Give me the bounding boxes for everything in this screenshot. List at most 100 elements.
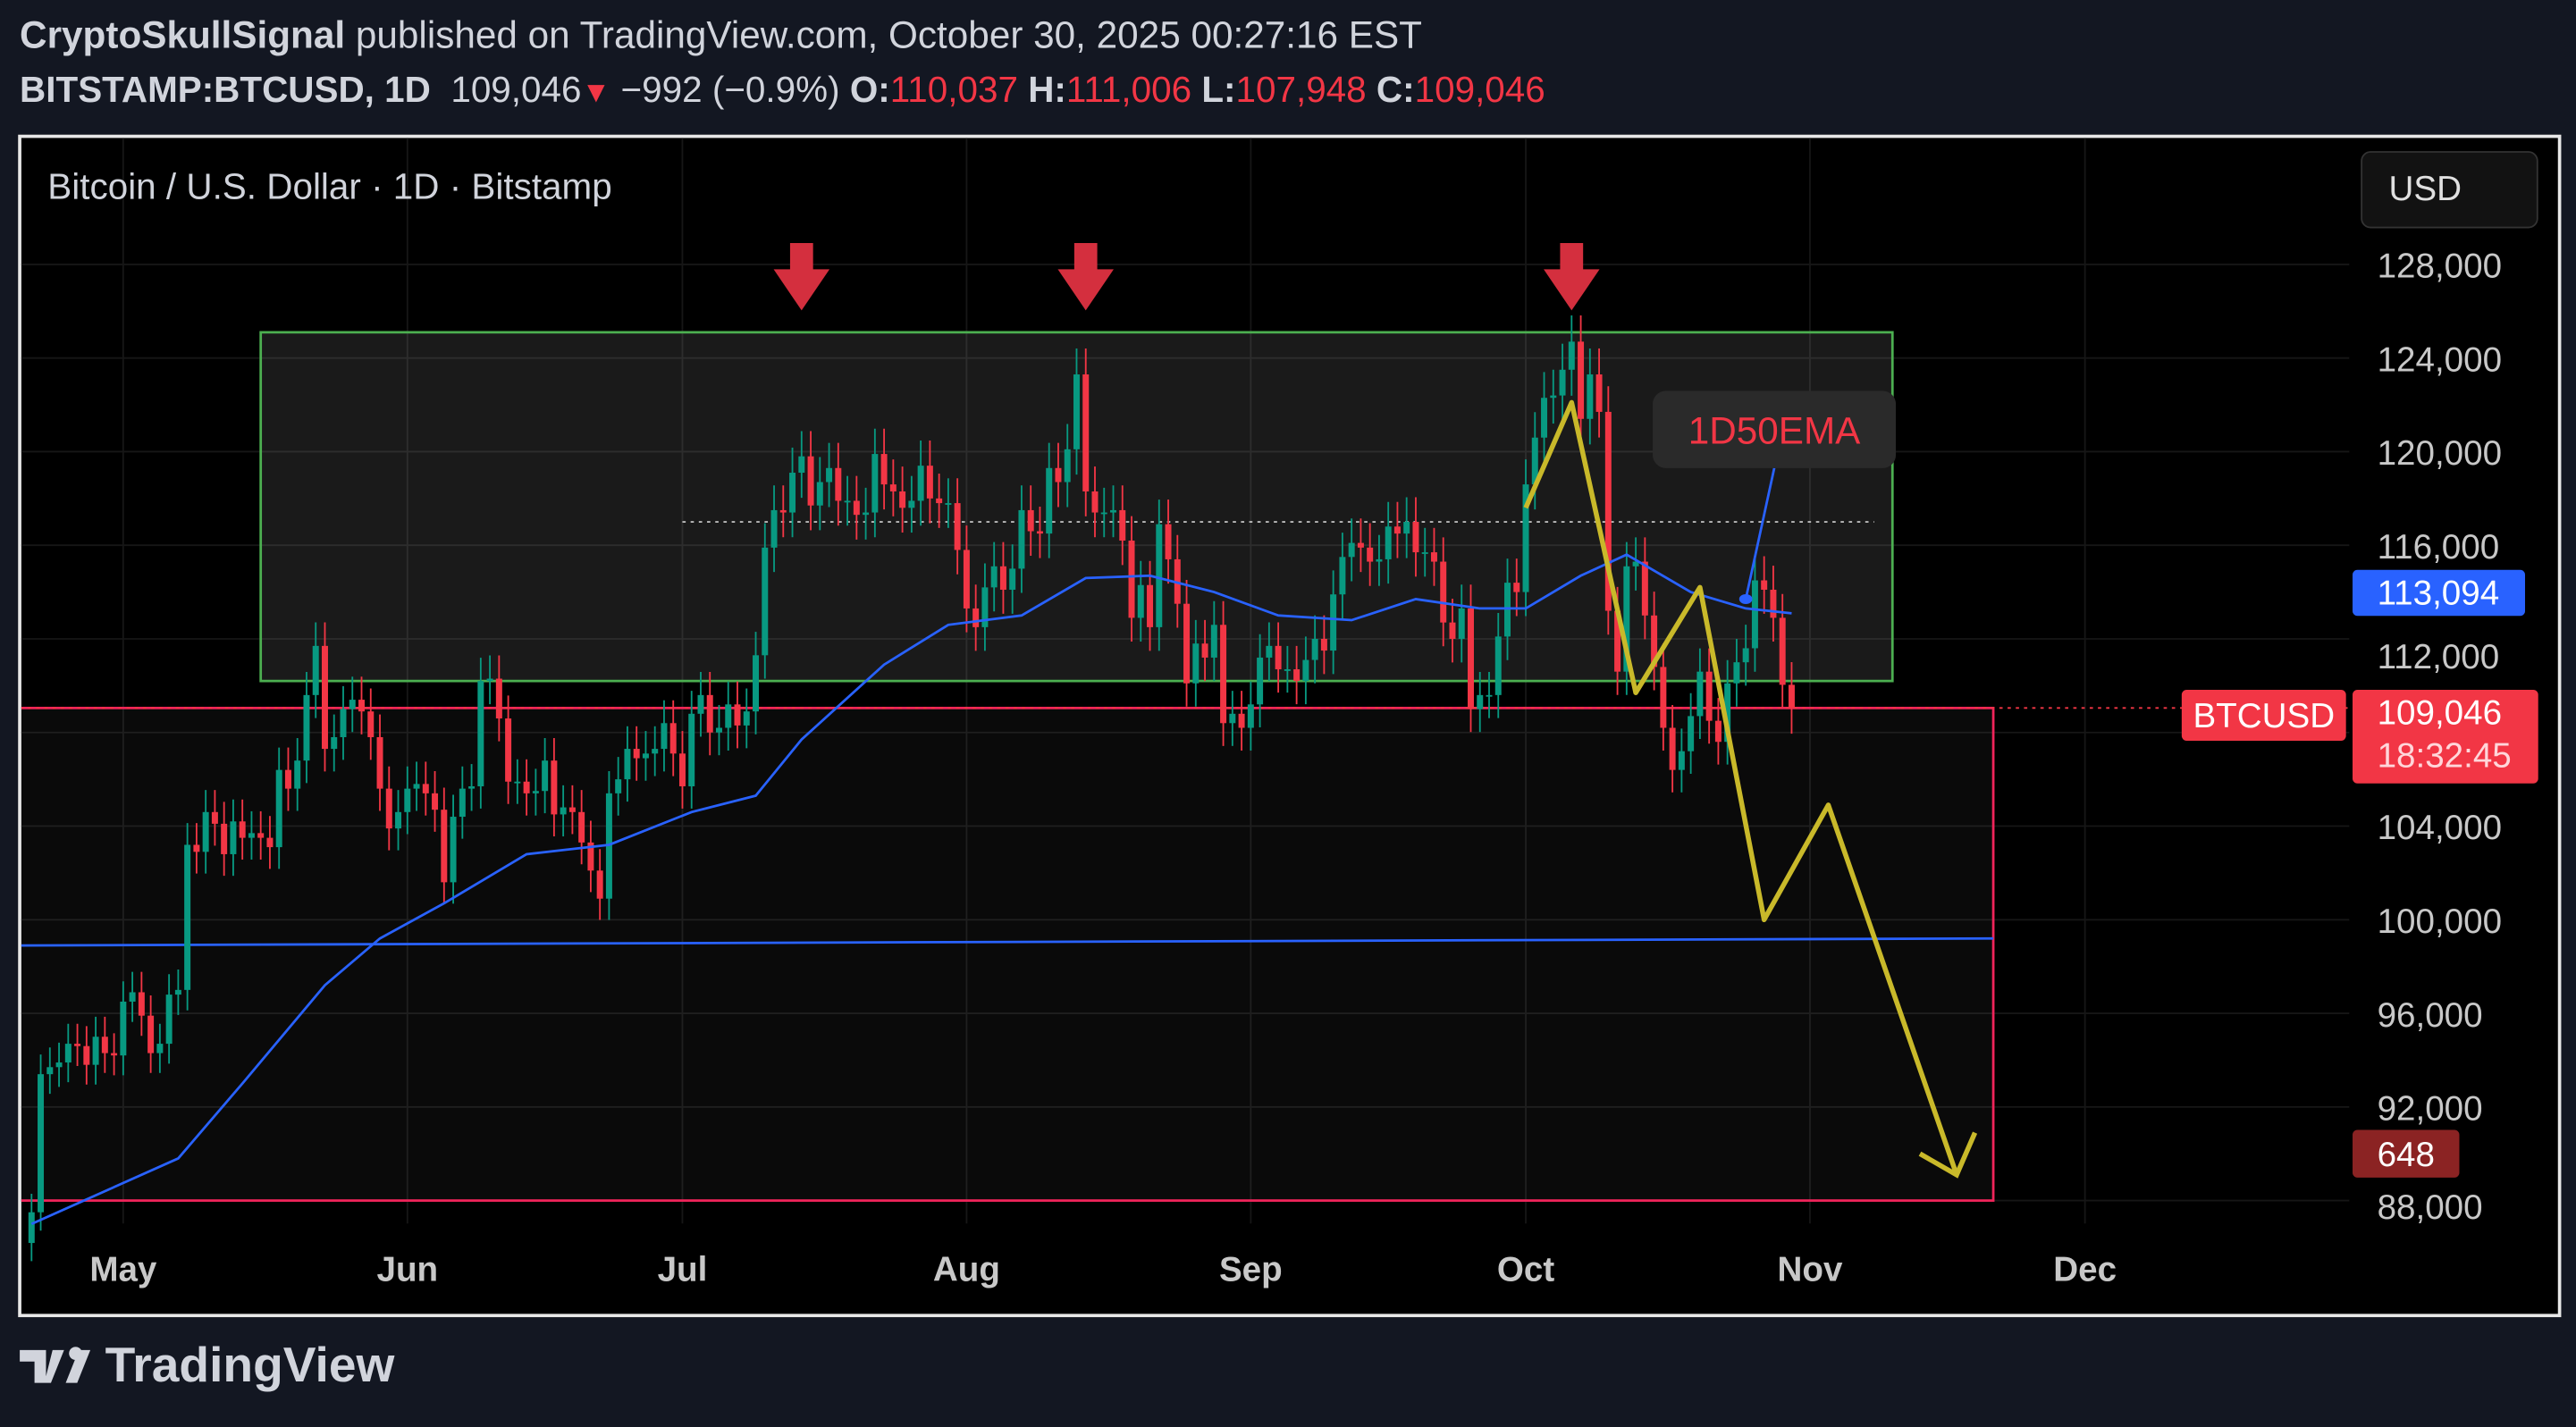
candle[interactable] — [1531, 412, 1538, 510]
candle[interactable] — [55, 1042, 63, 1087]
candle[interactable] — [1201, 619, 1208, 682]
candle[interactable] — [284, 747, 291, 811]
candle[interactable] — [1110, 485, 1116, 538]
candle[interactable] — [1550, 369, 1557, 424]
candle[interactable] — [1036, 507, 1043, 558]
candle[interactable] — [239, 799, 246, 860]
candle[interactable] — [779, 485, 787, 538]
candle[interactable] — [1257, 634, 1264, 728]
candle[interactable] — [1229, 691, 1236, 746]
candle[interactable] — [789, 447, 796, 538]
candle[interactable] — [816, 457, 823, 531]
ema-label-box[interactable] — [1653, 390, 1897, 468]
candle[interactable] — [147, 995, 155, 1073]
candle[interactable] — [587, 820, 594, 893]
candle[interactable] — [358, 676, 365, 734]
candle[interactable] — [1247, 681, 1254, 751]
candle[interactable] — [1339, 533, 1346, 619]
candle[interactable] — [661, 700, 668, 772]
candle[interactable] — [275, 747, 282, 869]
candle[interactable] — [257, 810, 265, 860]
candle[interactable] — [725, 681, 732, 751]
candle[interactable] — [129, 971, 136, 1022]
candle[interactable] — [542, 738, 549, 814]
candle[interactable] — [1100, 487, 1107, 538]
candle[interactable] — [1449, 599, 1456, 663]
candle[interactable] — [999, 541, 1006, 614]
candle[interactable] — [880, 428, 888, 510]
candle[interactable] — [835, 442, 842, 526]
candle[interactable] — [1761, 556, 1768, 614]
candle[interactable] — [477, 658, 484, 809]
candle[interactable] — [963, 525, 970, 633]
candle[interactable] — [1192, 619, 1200, 707]
ema-label-anchor-dot[interactable] — [1738, 593, 1753, 604]
candle[interactable] — [230, 799, 237, 877]
candle[interactable] — [138, 971, 145, 1037]
candle[interactable] — [1440, 537, 1447, 647]
candle[interactable] — [156, 1023, 164, 1073]
candle[interactable] — [1311, 615, 1318, 684]
candle[interactable] — [422, 761, 429, 816]
candle[interactable] — [1357, 518, 1364, 573]
candle[interactable] — [404, 766, 411, 835]
candle[interactable] — [92, 1016, 99, 1085]
candle[interactable] — [1220, 600, 1227, 746]
currency-button[interactable]: USD — [2361, 151, 2538, 229]
candle[interactable] — [441, 787, 448, 904]
candle[interactable] — [826, 442, 833, 508]
candle[interactable] — [1641, 537, 1648, 640]
candle[interactable] — [1302, 636, 1309, 705]
candle[interactable] — [954, 478, 961, 575]
candle[interactable] — [1055, 442, 1062, 508]
candle[interactable] — [1733, 639, 1740, 707]
candle[interactable] — [1421, 527, 1428, 577]
candle[interactable] — [652, 726, 659, 776]
candle[interactable] — [1266, 622, 1273, 682]
candle[interactable] — [1082, 348, 1090, 516]
candle[interactable] — [1367, 523, 1374, 586]
candle[interactable] — [1385, 501, 1392, 584]
candle[interactable] — [1559, 343, 1566, 422]
candle[interactable] — [101, 1016, 108, 1073]
candle[interactable] — [669, 700, 677, 776]
candle[interactable] — [174, 969, 181, 1015]
candle[interactable] — [1724, 659, 1731, 765]
candle[interactable] — [294, 738, 301, 811]
candle[interactable] — [1568, 315, 1575, 396]
candle[interactable] — [678, 731, 686, 809]
candle[interactable] — [1705, 648, 1713, 744]
candle[interactable] — [578, 790, 585, 865]
candle[interactable] — [1137, 560, 1144, 642]
candle[interactable] — [753, 632, 760, 734]
candle[interactable] — [972, 584, 980, 651]
candle[interactable] — [1018, 485, 1025, 593]
candle[interactable] — [1284, 645, 1291, 693]
candle[interactable] — [1714, 698, 1722, 765]
candle[interactable] — [1165, 499, 1172, 584]
candle[interactable] — [1669, 705, 1676, 793]
candle[interactable] — [1486, 672, 1493, 718]
candle[interactable] — [340, 685, 347, 760]
candle[interactable] — [1376, 534, 1383, 586]
candle[interactable] — [889, 459, 897, 516]
candle[interactable] — [38, 1054, 45, 1231]
candle[interactable] — [120, 981, 127, 1076]
candle[interactable] — [1183, 579, 1191, 707]
candle[interactable] — [523, 759, 530, 816]
candle[interactable] — [853, 475, 860, 540]
candle[interactable] — [798, 431, 805, 499]
candle[interactable] — [1073, 348, 1080, 475]
candle[interactable] — [1275, 622, 1282, 693]
candle[interactable] — [486, 655, 493, 705]
candle[interactable] — [568, 785, 576, 835]
candle[interactable] — [807, 431, 814, 531]
candle[interactable] — [917, 441, 924, 526]
candle[interactable] — [716, 705, 722, 756]
candle[interactable] — [1742, 625, 1749, 686]
candle[interactable] — [1119, 485, 1126, 566]
price-chart[interactable]: 1D50EMA 128,000 124,000 120,000 116,000 112,0… — [18, 135, 2561, 1317]
candle[interactable] — [1320, 615, 1327, 675]
candle[interactable] — [615, 757, 622, 816]
candle[interactable] — [1522, 459, 1529, 617]
